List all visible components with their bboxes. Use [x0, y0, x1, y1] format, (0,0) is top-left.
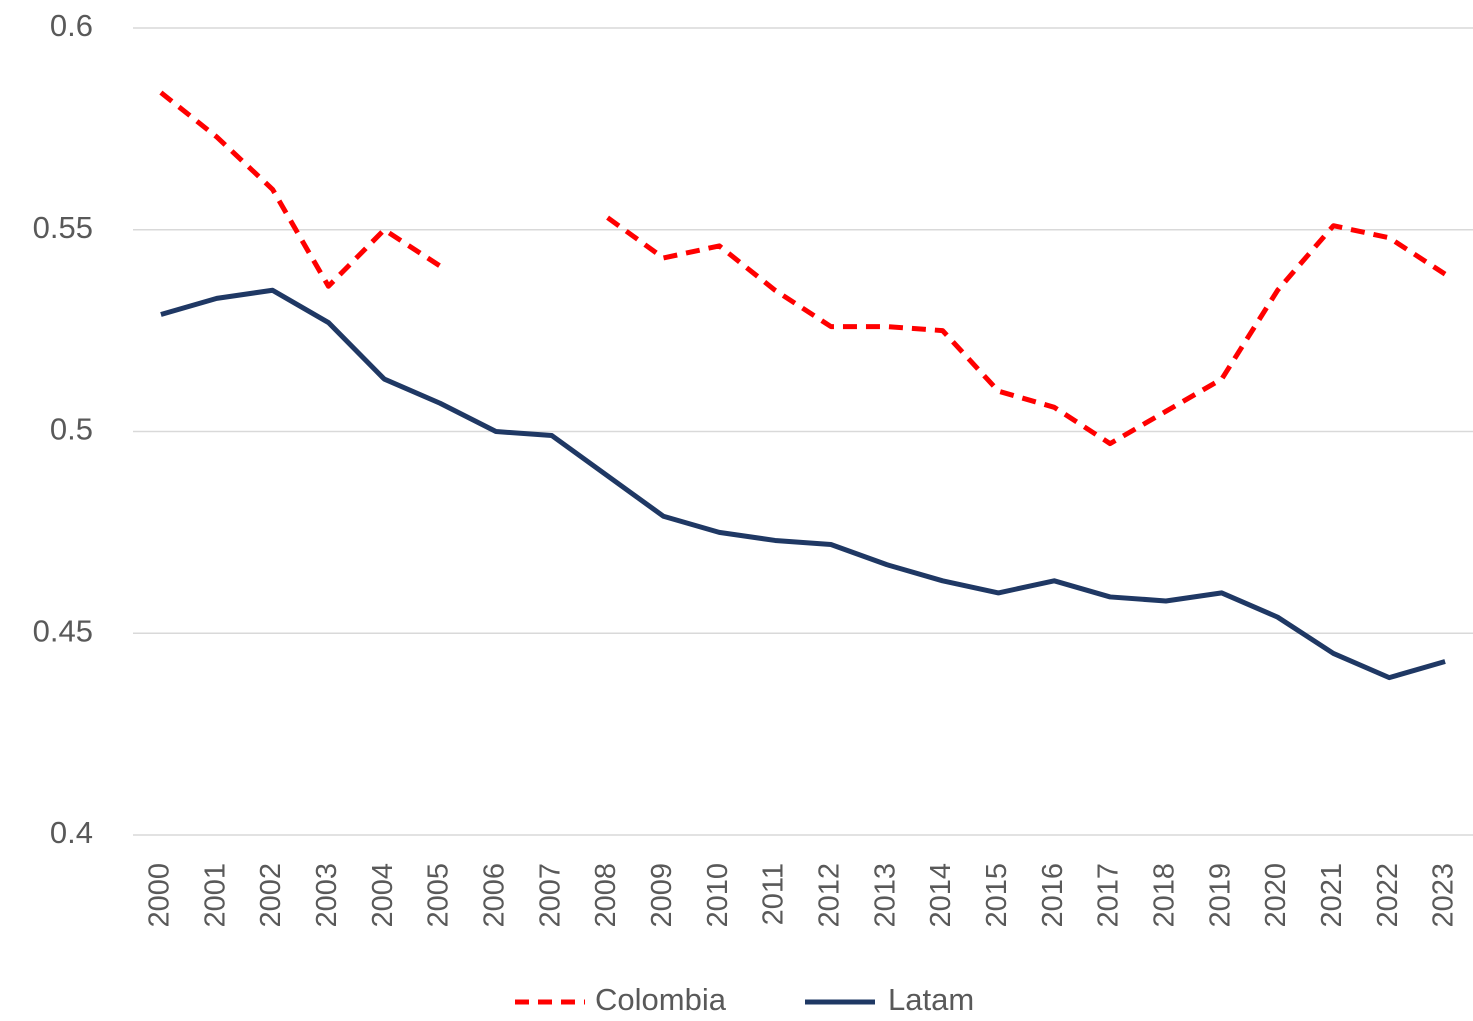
x-tick-label: 2012: [814, 863, 846, 928]
x-tick-label: 2010: [702, 863, 734, 928]
x-tick-label: 2021: [1316, 863, 1348, 928]
x-tick-label: 2004: [367, 863, 399, 928]
x-tick-label: 2020: [1260, 863, 1292, 928]
x-tick-label: 2011: [758, 863, 790, 925]
legend-label: Latam: [888, 982, 974, 1017]
line-series: [160, 287, 1446, 681]
x-tick-label: 2009: [646, 863, 678, 928]
x-tick-label: 2008: [590, 863, 622, 928]
y-tick-label: 0.6: [50, 8, 93, 43]
y-tick-label: 0.4: [50, 815, 93, 850]
x-tick-label: 2019: [1204, 863, 1236, 928]
x-tick-label: 2023: [1428, 863, 1460, 928]
y-tick-label: 0.45: [33, 613, 93, 648]
x-tick-label: 2007: [534, 863, 566, 928]
x-tick-label: 2005: [423, 863, 455, 928]
line-series: [159, 90, 442, 289]
line-series: [606, 215, 1447, 447]
x-tick-label: 2006: [479, 863, 511, 928]
x-tick-label: 2003: [311, 863, 343, 928]
y-tick-label: 0.5: [50, 412, 93, 447]
x-tick-label: 2018: [1149, 863, 1181, 928]
x-tick-label: 2022: [1372, 863, 1404, 928]
x-tick-label: 2001: [199, 863, 231, 928]
x-tick-label: 2013: [869, 863, 901, 928]
x-tick-label: 2017: [1093, 863, 1125, 928]
y-tick-label: 0.55: [33, 210, 93, 245]
x-tick-label: 2002: [255, 863, 287, 928]
x-tick-label: 2015: [981, 863, 1013, 928]
x-tick-label: 2016: [1037, 863, 1069, 928]
legend-label: Colombia: [595, 982, 727, 1017]
x-tick-label: 2000: [144, 863, 176, 928]
x-tick-label: 2014: [925, 863, 957, 928]
